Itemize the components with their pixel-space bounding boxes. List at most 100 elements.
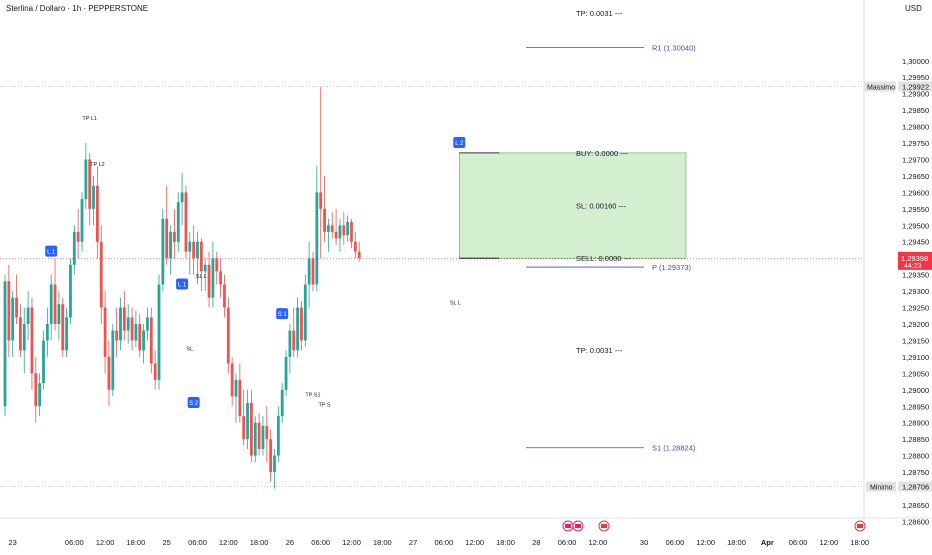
candle-body-77 [300, 307, 303, 341]
candle-body-59 [230, 363, 234, 397]
y-tick-27: 1,28600 [902, 517, 929, 526]
candle-body-11 [45, 324, 49, 341]
low-value-box [898, 481, 932, 492]
candle-body-33 [130, 317, 134, 341]
low-label-box [866, 481, 896, 492]
candle-body-10 [42, 340, 45, 384]
y-tick-10: 1,29500 [902, 221, 929, 230]
x-tick-3: 18:00 [127, 538, 146, 547]
candle-body-69 [269, 439, 273, 473]
candle-body-50 [196, 241, 199, 259]
y-tick-18: 1,29100 [902, 353, 929, 362]
candle-body-53 [207, 264, 211, 298]
x-tick-18: 12:00 [589, 538, 608, 547]
pivot-label-0: R1 (1.30040) [652, 44, 696, 53]
candle-body-80 [311, 258, 315, 285]
x-tick-16: 28 [532, 538, 540, 547]
y-tick-19: 1,29050 [902, 369, 929, 378]
candle-body-31 [122, 307, 126, 331]
y-tick-23: 1,28850 [902, 435, 929, 444]
candle-body-82 [319, 192, 323, 209]
x-tick-1: 06:00 [65, 538, 84, 547]
candle-body-84 [327, 225, 330, 232]
candle-body-44 [173, 231, 176, 242]
annotation-4: TP S1 [305, 392, 320, 398]
candle-body-36 [142, 330, 145, 351]
candle-body-20 [80, 198, 84, 242]
x-tick-13: 06:00 [435, 538, 454, 547]
candle-body-52 [203, 264, 207, 272]
x-tick-26: 18:00 [850, 538, 869, 547]
low-label: Minimo [870, 485, 893, 492]
x-tick-15: 18:00 [496, 538, 515, 547]
candle-body-15 [61, 304, 65, 351]
candle-body-45 [176, 202, 180, 242]
candle-body-73 [284, 356, 288, 390]
x-tick-24: 06:00 [789, 538, 808, 547]
x-tick-10: 12:00 [342, 538, 361, 547]
candle-body-37 [146, 317, 149, 331]
high-value-box [898, 81, 932, 92]
signal-marker-label-2: S 1 [278, 312, 288, 318]
y-tick-21: 1,28950 [902, 402, 929, 411]
candle-body-87 [338, 225, 342, 239]
candle-body-23 [92, 185, 95, 209]
high-label-box [864, 81, 896, 92]
candle-body-64 [250, 402, 253, 456]
candle-body-66 [257, 422, 261, 450]
x-tick-4: 25 [163, 538, 171, 547]
candle-body-27 [107, 356, 111, 390]
sl-label: SL: 0.00160 --- [576, 202, 627, 211]
signal-marker-2 [276, 308, 289, 320]
candle-body-76 [296, 307, 299, 351]
chart-title: Sterlina / Dollaro · 1h · PEPPERSTONE [6, 4, 149, 13]
candle-body-56 [219, 271, 222, 285]
signal-marker-4 [453, 137, 466, 149]
candle-body-55 [215, 258, 219, 272]
y-tick-0: 1,30000 [902, 57, 929, 66]
candle-body-58 [226, 307, 230, 364]
event-flag-stripe-icon [601, 524, 607, 528]
candle-body-40 [157, 284, 161, 380]
candle-body-7 [30, 307, 34, 374]
candle-body-70 [273, 455, 276, 473]
candle-body-81 [315, 192, 319, 285]
currency-label: USD [905, 4, 922, 13]
candle-body-4 [19, 317, 22, 351]
y-tick-9: 1,29550 [902, 205, 929, 214]
annotation-0: TP L1 [82, 116, 97, 122]
candle-body-88 [342, 225, 346, 236]
candle-body-67 [261, 426, 265, 450]
candle-body-0 [3, 281, 7, 407]
tp-bottom-label: TP: 0.0031 --- [576, 346, 623, 355]
x-tick-11: 18:00 [373, 538, 392, 547]
y-tick-7: 1,29650 [902, 172, 929, 181]
candle-body-62 [242, 416, 246, 440]
x-tick-25: 12:00 [820, 538, 839, 547]
y-tick-14: 1,29300 [902, 287, 929, 296]
x-tick-12: 27 [409, 538, 417, 547]
buy-label: BUY: 0.0000 --- [576, 149, 628, 158]
signal-marker-label-1: L 1 [178, 283, 187, 289]
annotation-2: SL L [196, 274, 207, 280]
candle-body-60 [234, 379, 238, 397]
price-badge [898, 251, 932, 270]
candle-body-32 [126, 317, 130, 331]
candle-body-19 [76, 231, 80, 242]
candle-body-1 [7, 281, 11, 341]
x-tick-6: 12:00 [219, 538, 238, 547]
candle-body-65 [253, 422, 257, 456]
x-tick-19: 30 [640, 538, 648, 547]
event-flag-stripe-icon [575, 524, 581, 528]
candle-body-14 [57, 304, 61, 324]
candle-body-24 [96, 185, 99, 242]
x-tick-7: 18:00 [250, 538, 269, 547]
y-tick-17: 1,29150 [902, 336, 929, 345]
candle-body-12 [49, 284, 53, 324]
y-tick-20: 1,29000 [902, 386, 929, 395]
candle-body-6 [26, 307, 30, 324]
x-tick-5: 06:00 [188, 538, 207, 547]
x-tick-8: 26 [286, 538, 294, 547]
